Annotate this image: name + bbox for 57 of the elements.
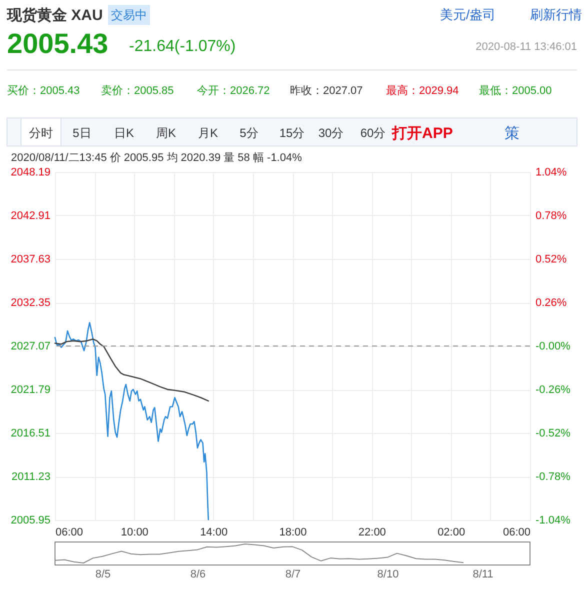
x-tick-label: 02:00: [438, 526, 466, 538]
text: 刷新行情: [530, 7, 582, 22]
x-tick-label: 14:00: [200, 526, 228, 538]
text: 分时: [29, 126, 53, 140]
text: 交易中: [111, 8, 147, 22]
text: 60分: [360, 126, 386, 140]
text: 买价：2005.43: [7, 85, 80, 97]
x-tick-label: 18:00: [279, 526, 307, 538]
text: 2005.43: [7, 28, 108, 59]
x-tick-label: 8/6: [190, 568, 206, 580]
text: 15分: [279, 126, 305, 140]
y2-tick-label: 0.78%: [536, 210, 567, 222]
text: 30分: [318, 126, 344, 140]
text: 5分: [240, 126, 258, 140]
text: 卖价：2005.85: [101, 84, 174, 97]
text: -21.64(-1.07%): [129, 38, 236, 55]
x-tick-label: 22:00: [358, 526, 386, 538]
line-series: [54, 322, 210, 520]
x-tick-label: 06:00: [502, 526, 530, 538]
y2-tick-label: 0.26%: [536, 297, 567, 309]
y2-tick-label: -0.00%: [536, 340, 571, 352]
y2-tick-label: -0.78%: [536, 471, 571, 483]
y-tick-label: 2027.07: [10, 340, 50, 352]
y2-tick-label: 1.04%: [536, 166, 567, 178]
x-tick-label: 10:00: [120, 526, 148, 538]
y-tick-label: 2042.91: [10, 210, 50, 222]
y-tick-label: 2011.23: [12, 471, 50, 483]
text: 昨收：2027.07: [290, 85, 363, 97]
x-tick-label: 06:00: [56, 526, 84, 538]
text: 月K: [198, 126, 218, 140]
text: 最高：2029.94: [386, 84, 459, 97]
text: 最低：2005.00: [479, 85, 552, 97]
x-tick-label: 8/5: [95, 568, 111, 580]
x-tick-label: 8/10: [377, 568, 399, 580]
x-tick-label: 8/7: [285, 568, 301, 580]
line-series: [54, 338, 210, 402]
y-tick-label: 2037.63: [10, 254, 50, 266]
y-tick-label: 2005.95: [10, 514, 50, 526]
text: 日K: [114, 126, 134, 140]
text: 2020/08/11/二13:45 价 2005.95 均 2020.39 量 58 幅 -1.04%: [11, 152, 302, 164]
y-tick-label: 2016.51: [10, 428, 50, 440]
text: 策: [504, 125, 520, 142]
y-tick-label: 2032.35: [10, 297, 50, 309]
text: 2020-08-11 13:46:01: [476, 41, 577, 53]
text: 美元/盎司: [440, 7, 496, 22]
y2-tick-label: 0.52%: [536, 254, 567, 266]
x-tick-label: 8/11: [472, 568, 494, 580]
y-tick-label: 2021.79: [10, 384, 50, 396]
y2-tick-label: -0.26%: [536, 384, 571, 396]
chart-title: 现货黄金 XAU: [6, 7, 103, 24]
text: 周K: [156, 126, 176, 140]
y-tick-label: 2048.19: [10, 166, 50, 178]
y2-tick-label: -1.04%: [536, 514, 571, 526]
y2-tick-label: -0.52%: [536, 428, 571, 440]
text: 5日: [72, 126, 92, 140]
text: 今开：2026.72: [197, 85, 270, 97]
text: 打开APP: [391, 125, 453, 142]
